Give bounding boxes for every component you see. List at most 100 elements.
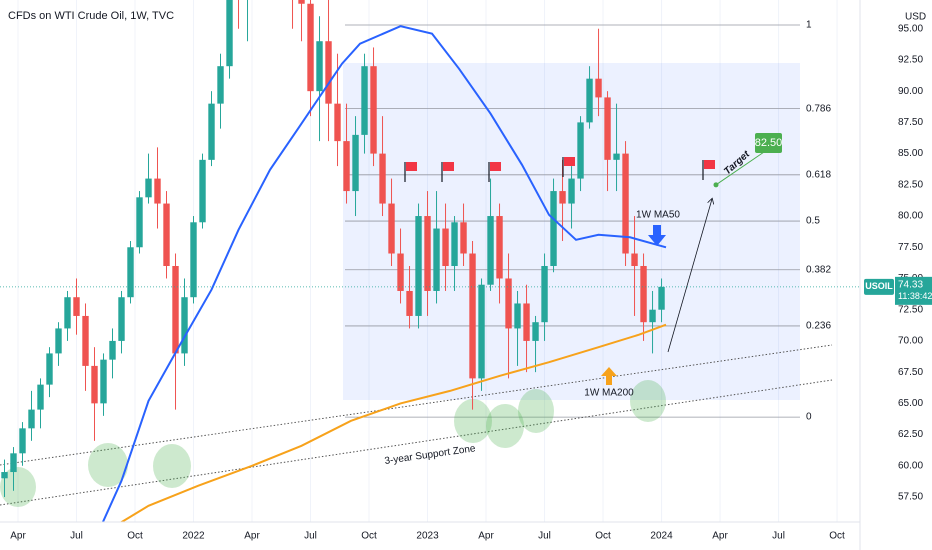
ma50-arrow (648, 225, 666, 246)
candle-body (19, 428, 26, 454)
fib-label: 0.618 (806, 169, 831, 180)
y-tick-label: 87.50 (898, 117, 923, 128)
candle-body (460, 222, 467, 254)
x-tick-label: Apr (10, 531, 26, 542)
support-circle (630, 380, 666, 422)
candle-body (334, 103, 341, 142)
x-tick-label: Oct (595, 531, 611, 542)
y-tick-label: 67.50 (898, 367, 923, 378)
support-circle (153, 444, 191, 488)
flag (443, 162, 454, 171)
candle-body (604, 97, 611, 160)
fib-levels: 1 0.786 0.618 0.5 0.382 0.236 0 (345, 20, 831, 423)
candle-body (613, 153, 620, 160)
support-zone (0, 344, 833, 507)
ma50-label: 1W MA50 (636, 210, 680, 221)
candle-body (118, 297, 125, 341)
candle-body (523, 303, 530, 341)
candle-body (217, 66, 224, 104)
candle-body (469, 253, 476, 379)
flag (406, 162, 417, 171)
candle-body (100, 359, 107, 404)
candle-body (541, 265, 548, 323)
candle-body (532, 322, 539, 341)
candle-body (37, 384, 44, 410)
candle-body (154, 178, 161, 204)
y-tick-label: 80.00 (898, 211, 923, 222)
symbol-box (864, 278, 894, 295)
candle-body (514, 303, 521, 329)
last-price-label: 74.33 (898, 279, 923, 290)
range-box (343, 63, 800, 400)
candle-body (496, 216, 503, 279)
candle-body (595, 78, 602, 98)
y-tick-label: 85.00 (898, 148, 923, 159)
candle-body (487, 216, 494, 285)
candle-body (478, 284, 485, 379)
plot (0, 0, 833, 522)
x-tick-label: Jul (304, 531, 317, 542)
candle-body (136, 197, 143, 248)
candle-body (199, 159, 206, 223)
x-tick-label: Jul (772, 531, 785, 542)
flag (564, 157, 575, 166)
support-circle (88, 443, 128, 487)
candle-body (28, 409, 35, 429)
moving-averages (101, 25, 667, 522)
candle-body (82, 315, 89, 366)
candle-body (658, 286, 665, 310)
x-tick-label: 2023 (416, 531, 439, 542)
candle-body (64, 297, 71, 329)
candle-body (505, 278, 512, 329)
y-tick-label: 77.50 (898, 242, 923, 253)
flag (490, 162, 501, 171)
candle-body (208, 103, 215, 160)
candle-body (127, 247, 134, 298)
candle-body (586, 78, 593, 123)
candle-body (46, 353, 53, 385)
candle-body (10, 453, 17, 473)
candle-body (568, 178, 575, 204)
candle-body (622, 153, 629, 254)
candle-body (397, 253, 404, 291)
fib-label: 0.5 (806, 216, 820, 227)
fib-label: 0 (806, 412, 812, 423)
x-tick-label: Apr (712, 531, 728, 542)
y-tick-label: 95.00 (898, 23, 923, 34)
candle-body (442, 228, 449, 266)
y-tick-label: 72.50 (898, 304, 923, 315)
axes: 57.5060.0062.5065.0067.5070.0072.5075.00… (10, 23, 932, 542)
target-label: 82.50 (755, 137, 783, 149)
x-tick-label: Apr (244, 531, 260, 542)
candle-body (163, 203, 170, 266)
chart-title: CFDs on WTI Crude Oil, 1W, TVC (8, 10, 174, 22)
fib-label: 0.786 (806, 103, 831, 114)
candle-body (415, 216, 422, 316)
x-tick-label: Jul (70, 531, 83, 542)
candle-body (352, 134, 359, 192)
x-tick-label: Oct (361, 531, 377, 542)
candle-body (559, 191, 566, 204)
candle-body (145, 178, 152, 198)
candle-body (181, 297, 188, 354)
price-box (895, 276, 932, 305)
candle-body (406, 290, 413, 316)
candle-body (1, 472, 8, 479)
target-line (715, 151, 765, 186)
symbol-label: USOIL (865, 281, 893, 291)
fib-label: 1 (806, 20, 812, 31)
target-point (713, 182, 719, 188)
candle-body (550, 191, 557, 266)
candle-body (370, 66, 377, 154)
fib-label: 0.236 (806, 321, 831, 332)
candle-body (91, 365, 98, 404)
y-tick-label: 92.50 (898, 55, 923, 66)
candle-body (316, 41, 323, 92)
candles (1, 0, 665, 498)
support-circle (454, 399, 492, 443)
candle-body (379, 153, 386, 204)
support-circle (486, 404, 524, 448)
candle-body (577, 122, 584, 179)
x-tick-label: 2022 (182, 531, 205, 542)
